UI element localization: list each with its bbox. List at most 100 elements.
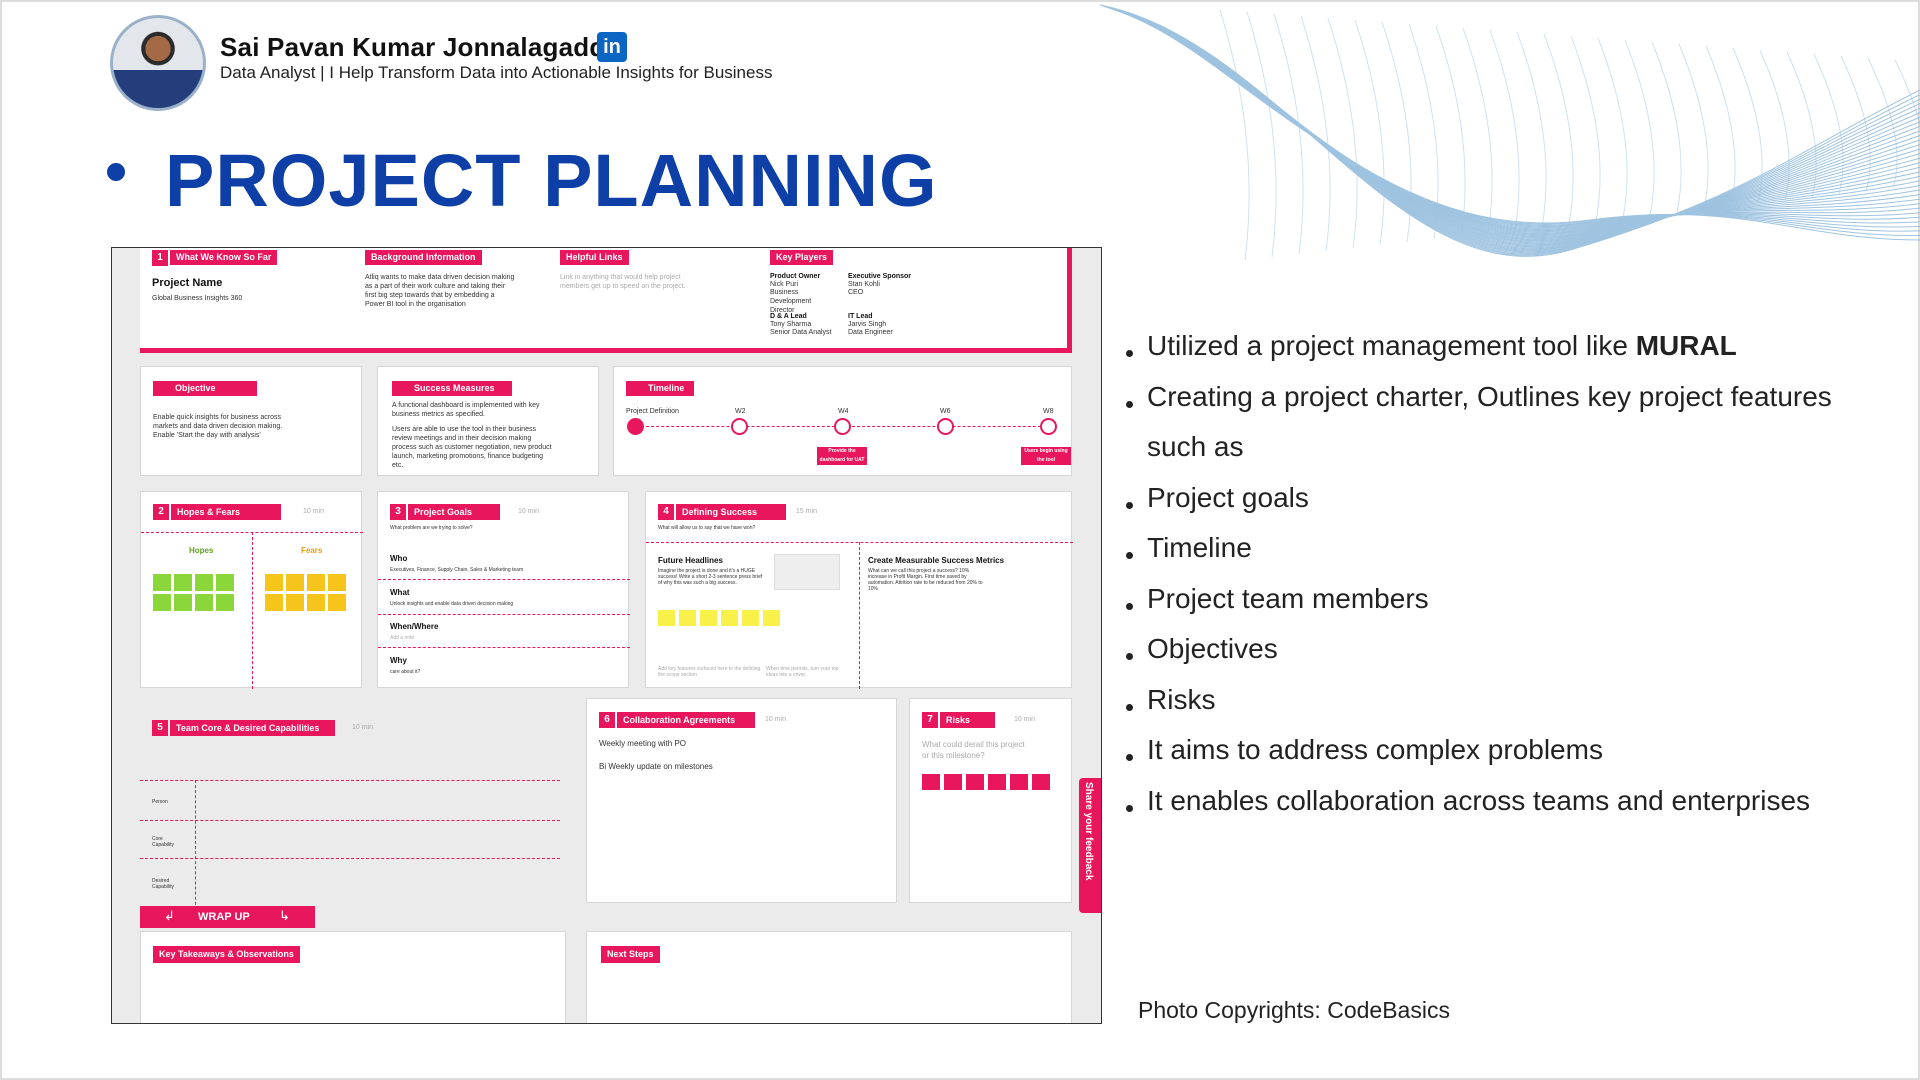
bullet-dot: [1126, 400, 1133, 408]
background-text: Atliq wants to make data driven decision…: [365, 274, 515, 308]
collaboration-time: 10 min: [765, 716, 787, 723]
wrap-up-label: WRAP UP: [198, 911, 250, 923]
sticky-note: [1010, 774, 1028, 790]
fears-label: Fears: [301, 546, 323, 555]
wave-line: [1624, 39, 1655, 216]
bullet-item: Project team members: [1147, 583, 1429, 615]
bullet-item: It aims to address complex problems: [1147, 734, 1603, 766]
mural-screenshot: 1 What We Know So Far Project Name Globa…: [111, 247, 1102, 1024]
author-tagline: Data Analyst | I Help Transform Data int…: [220, 63, 773, 82]
wave-line: [1732, 47, 1763, 204]
future-headlines-text: Imagine the project is done and it's a H…: [658, 568, 763, 586]
helpful-links-text: Link in anything that would help project…: [560, 274, 686, 290]
wave-line: [1327, 17, 1358, 249]
sticky-note: [153, 594, 171, 611]
sticky-note: [328, 594, 346, 611]
timeline-note-2: Users begin using the tool: [1021, 447, 1071, 465]
when-label: When/Where: [390, 622, 439, 631]
product-owner-name: Nick Puri: [770, 281, 799, 288]
section-number: 4: [658, 504, 674, 520]
timeline-w6-dot: [937, 418, 954, 435]
team-core-area: 5 Team Core & Desired Capabilities 10 mi…: [140, 708, 580, 923]
page-title: PROJECT PLANNING: [165, 139, 938, 222]
collaboration-card: 6 Collaboration Agreements 10 min Weekly…: [586, 698, 897, 903]
wave-line: [1137, 17, 1920, 236]
next-steps-card: Next Steps: [586, 931, 1072, 1023]
team-core-tag: Team Core & Desired Capabilities: [170, 720, 335, 736]
wave-line: [1127, 13, 1920, 242]
wave-line: [1408, 23, 1439, 240]
hopes-fears-time: 10 min: [303, 508, 325, 515]
wave-line: [1118, 10, 1920, 247]
section-number: 5: [152, 720, 168, 736]
divider: [859, 542, 860, 689]
bullet-item: such as: [1147, 431, 1244, 463]
wave-line: [1867, 57, 1898, 189]
sticky-note: [216, 594, 234, 611]
next-steps-tag: Next Steps: [601, 946, 660, 963]
divider: [378, 647, 630, 648]
wave-line: [1840, 55, 1871, 192]
bullet-text: It aims to address complex problems: [1147, 734, 1603, 765]
hopes-label: Hopes: [189, 546, 214, 555]
bullet-dot: [1126, 350, 1133, 357]
desired-capability-label: Desired Capability: [152, 878, 174, 890]
wave-line: [1159, 24, 1920, 241]
wave-line: [1597, 37, 1628, 219]
wave-line: [1462, 27, 1493, 234]
timeline-card: Timeline Project Definition W2 W4 W6 W8 …: [613, 366, 1072, 476]
divider: [195, 780, 196, 920]
section-number: 2: [153, 504, 169, 520]
bullet-dot: [1126, 703, 1133, 711]
bullet-text: Objectives: [1147, 633, 1278, 664]
linkedin-icon[interactable]: in: [597, 32, 627, 62]
photo-copyright: Photo Copyrights: CodeBasics: [1138, 997, 1450, 1023]
takeaways-card: Key Takeaways & Observations: [140, 931, 566, 1023]
exec-sponsor-role: CEO: [848, 289, 864, 296]
project-name-label: Project Name: [152, 277, 223, 289]
timeline-w8-dot: [1040, 418, 1057, 435]
success-metrics-label: Create Measurable Success Metrics: [868, 556, 1005, 565]
hopes-fears-card: 2 Hopes & Fears 10 min Hopes Fears: [140, 491, 363, 689]
objective-text: Enable quick insights for business acros…: [153, 414, 283, 439]
exec-sponsor-name: Stan Kohli: [848, 281, 880, 288]
wave-line: [1543, 33, 1574, 225]
sticky-note: [700, 610, 717, 626]
future-headlines-label: Future Headlines: [658, 556, 723, 565]
what-we-know-tag: What We Know So Far: [170, 250, 278, 265]
wave-line: [1786, 51, 1817, 198]
wave-line: [1300, 15, 1331, 252]
sticky-note: [966, 774, 984, 790]
sticky-note: [286, 594, 304, 611]
bullet-dot: [1126, 653, 1133, 660]
sticky-note: [195, 574, 213, 591]
hopes-fears-tag: Hopes & Fears: [171, 504, 281, 520]
feedback-tab[interactable]: Share your feedback: [1079, 778, 1101, 913]
feedback-tab-label: Share your feedback: [1083, 782, 1094, 881]
team-core-time: 10 min: [352, 724, 374, 731]
title-bullet: [107, 163, 125, 181]
wave-line: [1101, 5, 1920, 256]
wave-line: [1219, 9, 1250, 261]
wrap-up-right-arrow-icon: ↳: [279, 908, 290, 923]
product-owner-role: Business Development Director: [770, 289, 812, 314]
wave-line: [1145, 19, 1920, 232]
da-lead-label: D & A Lead: [770, 313, 807, 320]
objective-tag: Objective: [153, 381, 257, 396]
sticky-note: [763, 610, 780, 626]
risks-tag: Risks: [940, 712, 995, 728]
wave-line: [1123, 12, 1920, 244]
section-number: 6: [599, 712, 615, 728]
it-lead-role: Data Engineer: [848, 329, 893, 336]
timeline-tag: Timeline: [626, 381, 694, 396]
wave-line: [1435, 25, 1466, 237]
timeline-note-1: Provide the dashboard for UAT: [817, 447, 867, 465]
sticky-note: [216, 574, 234, 591]
wave-line: [1813, 53, 1844, 195]
product-owner-label: Product Owner: [770, 273, 821, 280]
sticky-note: [195, 594, 213, 611]
defining-success-prompt: What will allow us to say that we have w…: [658, 525, 756, 531]
wave-line: [1759, 49, 1790, 201]
sticky-note: [988, 774, 1006, 790]
sticky-note: [328, 574, 346, 591]
